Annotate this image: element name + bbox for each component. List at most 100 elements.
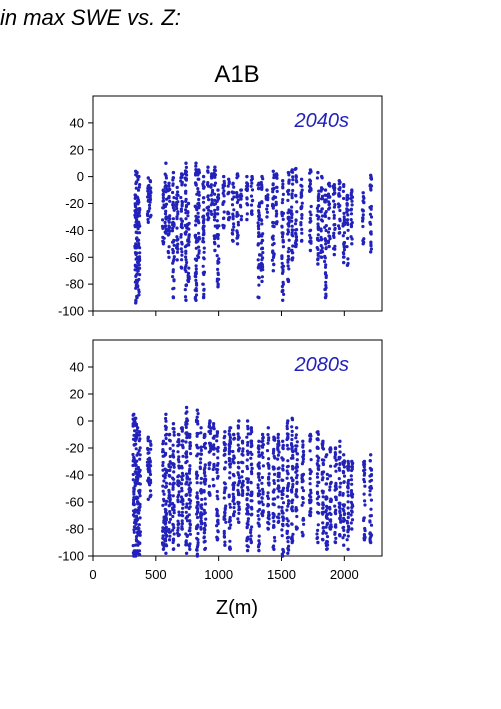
data-point	[168, 512, 172, 516]
data-point	[231, 239, 235, 243]
data-point	[351, 504, 355, 508]
data-point	[149, 186, 153, 190]
data-point	[164, 513, 168, 518]
data-point	[149, 442, 153, 446]
data-point	[175, 258, 179, 262]
data-point	[346, 515, 350, 520]
data-point	[236, 461, 240, 465]
data-point	[346, 222, 350, 227]
data-point	[201, 239, 205, 244]
data-point	[202, 250, 206, 254]
data-point	[216, 530, 220, 534]
data-point	[246, 480, 250, 484]
data-point	[338, 534, 342, 538]
data-point	[227, 442, 231, 447]
data-point	[291, 175, 295, 179]
data-point	[188, 522, 192, 526]
data-point	[216, 518, 220, 522]
data-point	[203, 502, 207, 506]
data-point	[294, 193, 298, 197]
data-point	[179, 195, 183, 200]
data-point	[294, 235, 298, 239]
data-point	[260, 174, 264, 179]
data-point	[148, 196, 152, 200]
data-point	[342, 480, 346, 484]
data-point	[184, 205, 188, 209]
data-point	[222, 534, 226, 539]
data-point	[256, 446, 260, 450]
data-point	[337, 182, 341, 186]
data-point	[342, 509, 346, 513]
data-point	[228, 471, 232, 475]
data-point	[197, 197, 201, 202]
data-point	[342, 231, 347, 235]
data-point	[180, 519, 184, 523]
data-point	[223, 513, 227, 518]
data-point	[338, 490, 342, 494]
data-point	[168, 482, 172, 486]
data-point	[197, 190, 201, 194]
data-point	[280, 478, 284, 482]
data-point	[196, 496, 200, 500]
data-point	[281, 198, 285, 202]
data-point	[272, 447, 276, 451]
data-point	[227, 452, 231, 456]
data-point	[223, 442, 227, 446]
data-point	[199, 527, 203, 531]
data-point	[217, 277, 221, 281]
data-point	[260, 451, 264, 455]
data-point	[350, 510, 354, 514]
data-point	[257, 439, 261, 443]
data-point	[231, 481, 236, 485]
data-point	[180, 429, 184, 433]
data-point	[164, 508, 168, 512]
data-point	[176, 190, 180, 194]
data-point	[146, 176, 150, 180]
data-point	[266, 504, 270, 508]
data-point	[308, 482, 312, 486]
data-point	[338, 188, 342, 192]
data-point	[177, 479, 181, 483]
data-point	[134, 301, 138, 305]
data-point	[185, 459, 189, 463]
data-point	[202, 196, 206, 200]
data-point	[168, 214, 172, 218]
data-point	[194, 278, 198, 282]
data-point	[135, 426, 140, 430]
data-point	[291, 485, 295, 489]
data-point	[271, 269, 275, 273]
data-point	[137, 430, 142, 434]
data-point	[199, 426, 203, 430]
data-point	[186, 238, 190, 242]
data-point	[271, 190, 275, 194]
data-point	[236, 483, 240, 487]
data-point	[232, 496, 236, 501]
data-point	[245, 492, 249, 496]
data-point	[195, 554, 199, 558]
data-point	[275, 185, 279, 189]
data-point	[148, 215, 152, 219]
data-point	[290, 488, 294, 492]
data-point	[176, 526, 180, 530]
data-point	[184, 230, 188, 234]
data-point	[208, 461, 212, 465]
data-point	[167, 463, 171, 467]
data-point	[285, 531, 289, 536]
data-point	[295, 210, 299, 214]
data-point	[317, 480, 321, 484]
data-point	[257, 209, 261, 213]
data-point	[325, 547, 329, 551]
data-point	[237, 520, 241, 524]
data-point	[213, 192, 217, 196]
data-point	[249, 534, 253, 538]
data-point	[237, 473, 241, 477]
data-point	[286, 471, 290, 475]
data-point	[324, 508, 328, 513]
data-point	[257, 283, 261, 287]
data-point	[257, 489, 262, 493]
data-point	[228, 449, 232, 453]
data-point	[216, 449, 220, 453]
data-point	[181, 506, 185, 510]
data-point	[188, 446, 192, 451]
data-point	[168, 517, 173, 522]
